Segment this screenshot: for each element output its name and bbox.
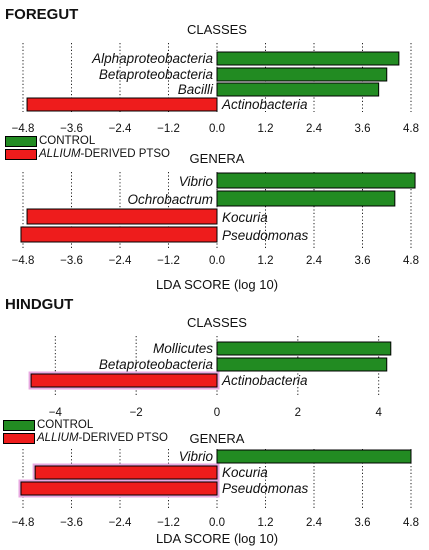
section-title-foregut: FOREGUT: [5, 6, 79, 23]
bar-label: Betaproteobacteria: [99, 357, 214, 372]
bar: [216, 341, 392, 356]
tick-label: 4.8: [403, 255, 419, 267]
panel-title: CLASSES: [187, 22, 247, 37]
panel-title: CLASSES: [187, 315, 247, 330]
bar-label: Vibrio: [179, 449, 214, 464]
bar: [216, 357, 388, 372]
bar: [34, 465, 218, 480]
legend-label-control: CONTROL: [37, 419, 94, 431]
tick-label: 0.0: [209, 255, 225, 267]
panel-title: GENERA: [190, 151, 245, 166]
panel-title: GENERA: [190, 431, 245, 446]
tick-label: 0.0: [209, 517, 225, 529]
legend-foregut: CONTROL ALLIUM-DERIVED PTSO: [5, 135, 170, 161]
bar-label: Mollicutes: [153, 341, 213, 356]
tick-label: −3.6: [60, 255, 83, 267]
tick-label: 2.4: [306, 517, 323, 529]
legend-label-control: CONTROL: [39, 135, 96, 147]
bar: [216, 67, 388, 82]
legend-item-control: CONTROL: [3, 419, 168, 432]
tick-label: −4.8: [12, 517, 35, 529]
legend-label-ptso-italic: ALLIUM: [37, 432, 79, 444]
tick-label: −1.2: [157, 255, 180, 267]
legend-swatch-ptso: [3, 433, 35, 444]
bar-label: Bacilli: [178, 82, 214, 97]
bar: [216, 51, 400, 66]
tick-label: 0.0: [209, 123, 225, 135]
tick-label: −1.2: [157, 517, 180, 529]
bar-label: Ochrobactrum: [127, 192, 213, 207]
bar-label: Kocuria: [222, 210, 268, 225]
legend-swatch-control: [3, 420, 35, 431]
legend-item-ptso: ALLIUM-DERIVED PTSO: [3, 432, 168, 445]
bar: [20, 481, 218, 496]
legend-item-ptso: ALLIUM-DERIVED PTSO: [5, 148, 170, 161]
bar-label: Pseudomonas: [222, 481, 309, 496]
bar: [26, 97, 218, 112]
legend-label-ptso-rest: -DERIVED PTSO: [80, 148, 171, 160]
chart-panel: CLASSES AlphaproteobacteriaBetaproteobact…: [12, 22, 419, 135]
bar-label: Actinobacteria: [221, 373, 308, 388]
bar: [26, 208, 218, 225]
tick-label: −2.4: [109, 517, 132, 529]
tick-label: −4: [49, 407, 63, 419]
bar-label: Alphaproteobacteria: [91, 51, 213, 66]
tick-label: 1.2: [258, 517, 274, 529]
bar-label: Pseudomonas: [222, 228, 309, 243]
tick-label: −4.8: [12, 255, 35, 267]
tick-label: −3.6: [60, 517, 83, 529]
legend-label-ptso-rest: -DERIVED PTSO: [78, 432, 169, 444]
bar-label: Betaproteobacteria: [99, 67, 214, 82]
tick-label: −2: [130, 407, 143, 419]
bar-halo: [18, 479, 220, 498]
tick-label: 4: [375, 407, 382, 419]
tick-label: 4.8: [403, 123, 419, 135]
tick-label: 1.2: [258, 255, 274, 267]
tick-label: 0: [214, 407, 220, 419]
bar: [216, 82, 380, 97]
bar: [216, 190, 396, 207]
legend-swatch-ptso: [5, 149, 37, 160]
tick-label: −3.6: [60, 123, 83, 135]
legend-item-control: CONTROL: [5, 135, 170, 148]
legend-swatch-control: [5, 136, 37, 147]
tick-label: 3.6: [355, 255, 371, 267]
tick-label: 2.4: [306, 255, 323, 267]
legend-label-ptso-italic: ALLIUM: [39, 148, 81, 160]
tick-label: 3.6: [355, 123, 371, 135]
tick-label: −2.4: [109, 255, 132, 267]
tick-label: −2.4: [109, 123, 132, 135]
bar-label: Kocuria: [222, 465, 268, 480]
tick-label: 4.8: [403, 517, 419, 529]
tick-label: 3.6: [355, 517, 371, 529]
bar: [216, 449, 412, 464]
bar: [216, 172, 416, 189]
bar-label: Vibrio: [179, 174, 214, 189]
bar: [20, 226, 218, 243]
bar: [30, 373, 218, 388]
tick-label: 1.2: [258, 123, 274, 135]
bar-halo: [28, 371, 220, 390]
tick-label: −1.2: [157, 123, 180, 135]
bar-label: Actinobacteria: [221, 97, 308, 112]
tick-label: −4.8: [12, 123, 35, 135]
x-axis-title: LDA SCORE (log 10): [156, 531, 278, 546]
legend-hindgut: CONTROL ALLIUM-DERIVED PTSO: [3, 419, 168, 445]
section-title-hindgut: HINDGUT: [5, 296, 74, 313]
tick-label: 2: [295, 407, 301, 419]
x-axis-title: LDA SCORE (log 10): [156, 277, 278, 292]
tick-label: 2.4: [306, 123, 323, 135]
chart-panel: GENERA Vibrio Ochrobactrum Kocuria Pseudomon…: [12, 151, 419, 292]
